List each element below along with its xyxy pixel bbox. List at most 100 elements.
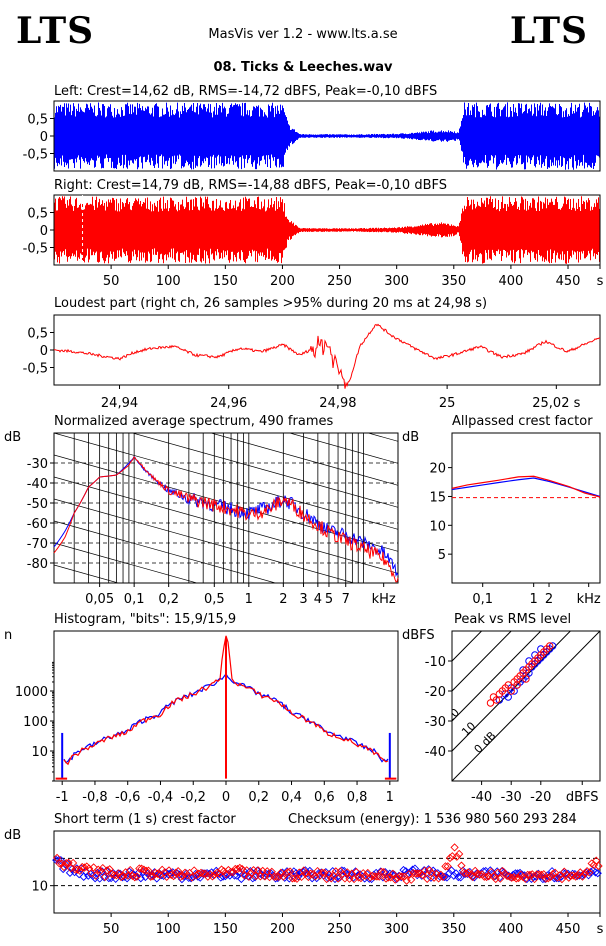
short-term-point-red: [365, 873, 375, 882]
plot-frame: [451, 432, 601, 584]
short-term-point-red: [544, 874, 553, 883]
short-term-point-blue: [445, 869, 454, 878]
short-term-point-red: [317, 868, 327, 877]
short-term-point-red: [372, 872, 382, 881]
short-term-point-red: [457, 861, 466, 870]
short-term-point-red: [114, 869, 123, 878]
short-term-point-blue: [456, 873, 465, 882]
slope-line: [54, 433, 398, 530]
short-term-point-red: [560, 867, 569, 876]
short-term-point-red: [566, 871, 576, 880]
x-tick-label: 50: [103, 274, 120, 289]
peak-rms-point-red: [507, 687, 515, 695]
short-term-point-red: [126, 865, 135, 875]
short-term-point-red: [55, 859, 64, 868]
x-tick-label: 450: [556, 922, 581, 937]
y-tick-label: -30: [27, 457, 48, 472]
short-term-point-red: [80, 863, 89, 872]
waveform-left: Left: Crest=14,62 dB, RMS=-14,72 dBFS, P…: [23, 84, 601, 172]
peak-rms-point-red: [504, 681, 512, 689]
x-tick-label: 200: [270, 274, 295, 289]
short-term-point-blue: [454, 872, 463, 882]
short-term-point-red: [553, 873, 562, 882]
y-tick-label: 1000: [15, 685, 48, 700]
x-tick-label: 4: [314, 592, 322, 607]
short-term-point-red: [354, 873, 363, 882]
crest-line-label: 10: [459, 719, 478, 738]
x-tick-label: kHz: [372, 592, 396, 607]
x-tick-label: 24,94: [101, 396, 138, 411]
x-tick-label: -1: [56, 790, 69, 805]
short-term-point-red: [283, 868, 292, 877]
short-term-point-red: [174, 867, 183, 876]
short-term-point-red: [132, 872, 142, 881]
x-tick-label: -30: [501, 790, 522, 805]
x-tick-label: 7: [342, 592, 350, 607]
y-tick-label: 0,5: [27, 113, 48, 128]
short-term-point-red: [130, 873, 139, 882]
peak-rms-point-red: [545, 642, 554, 650]
short-term-point-red: [347, 869, 356, 878]
short-term-point-red: [573, 870, 583, 880]
x-tick-label: 400: [498, 922, 523, 937]
short-term-point-red: [445, 853, 455, 863]
short-term-point-red: [461, 869, 471, 878]
waveform-right: Right: Crest=14,79 dB, RMS=-14,88 dBFS, …: [23, 178, 604, 289]
short-term-point-red: [237, 864, 247, 874]
crest-line: [452, 631, 512, 692]
short-term-point-red: [557, 874, 567, 884]
x-tick-label: 50: [103, 922, 120, 937]
peak-rms-ylabel: dBFS: [402, 628, 435, 643]
short-term-point-red: [210, 870, 219, 879]
short-term-point-red: [343, 868, 352, 877]
short-term-point-red: [235, 863, 244, 873]
x-tick-label: 0,1: [472, 592, 493, 607]
short-term-point-red: [110, 870, 119, 880]
x-tick-label: 0,5: [204, 592, 225, 607]
x-tick-label: -0,4: [148, 790, 173, 805]
x-tick-label: 300: [384, 274, 409, 289]
short-term-point-blue: [56, 856, 65, 865]
short-term-point-blue: [132, 872, 141, 881]
short-term-point-red: [578, 872, 587, 881]
short-term-point-red: [471, 866, 480, 876]
short-term-point-red: [320, 868, 329, 878]
short-term-point-red: [146, 872, 155, 881]
short-term-point-red: [153, 869, 162, 878]
x-tick-label: dBFS: [566, 790, 599, 805]
x-tick-label: 25,02 s: [532, 396, 580, 411]
x-tick-label: 0,4: [281, 790, 302, 805]
allpassed-ylabel: dB: [402, 430, 419, 445]
short-term-point-blue: [120, 872, 129, 881]
allpassed-line-red: [451, 475, 601, 498]
x-tick-label: 0,2: [248, 790, 269, 805]
slope-line: [131, 433, 398, 508]
y-tick-label: 0: [40, 224, 48, 239]
short-term-point-blue: [593, 869, 602, 878]
short-term-point-blue: [451, 869, 461, 878]
short-term-point-red: [144, 866, 153, 875]
peak-rms-point-red: [486, 699, 495, 707]
short-term-point-red: [231, 864, 240, 874]
spectrum-chart: Normalized average spectrum, 490 frames d…: [4, 414, 399, 607]
spectrum-ylabel: dB: [4, 430, 21, 445]
y-tick-label: -80: [27, 557, 48, 572]
x-tick-label: 2: [279, 592, 287, 607]
x-tick-label: 300: [384, 922, 409, 937]
y-tick-label: 0: [40, 130, 48, 145]
slope-line: [54, 476, 398, 574]
x-tick-label: -0,2: [181, 790, 206, 805]
short-term-point-red: [178, 871, 187, 880]
x-tick-label: 24,98: [319, 396, 356, 411]
short-term-point-red: [276, 868, 286, 877]
short-term-ylabel: dB: [4, 828, 21, 843]
short-term-point-red: [171, 868, 181, 877]
allpassed-title: Allpassed crest factor: [452, 414, 593, 429]
short-term-point-red: [103, 866, 112, 875]
short-term-point-red: [208, 872, 217, 881]
peak-rms-point-blue: [548, 642, 557, 650]
crest-line-label: 20: [443, 706, 462, 725]
x-tick-label: 0: [222, 790, 230, 805]
